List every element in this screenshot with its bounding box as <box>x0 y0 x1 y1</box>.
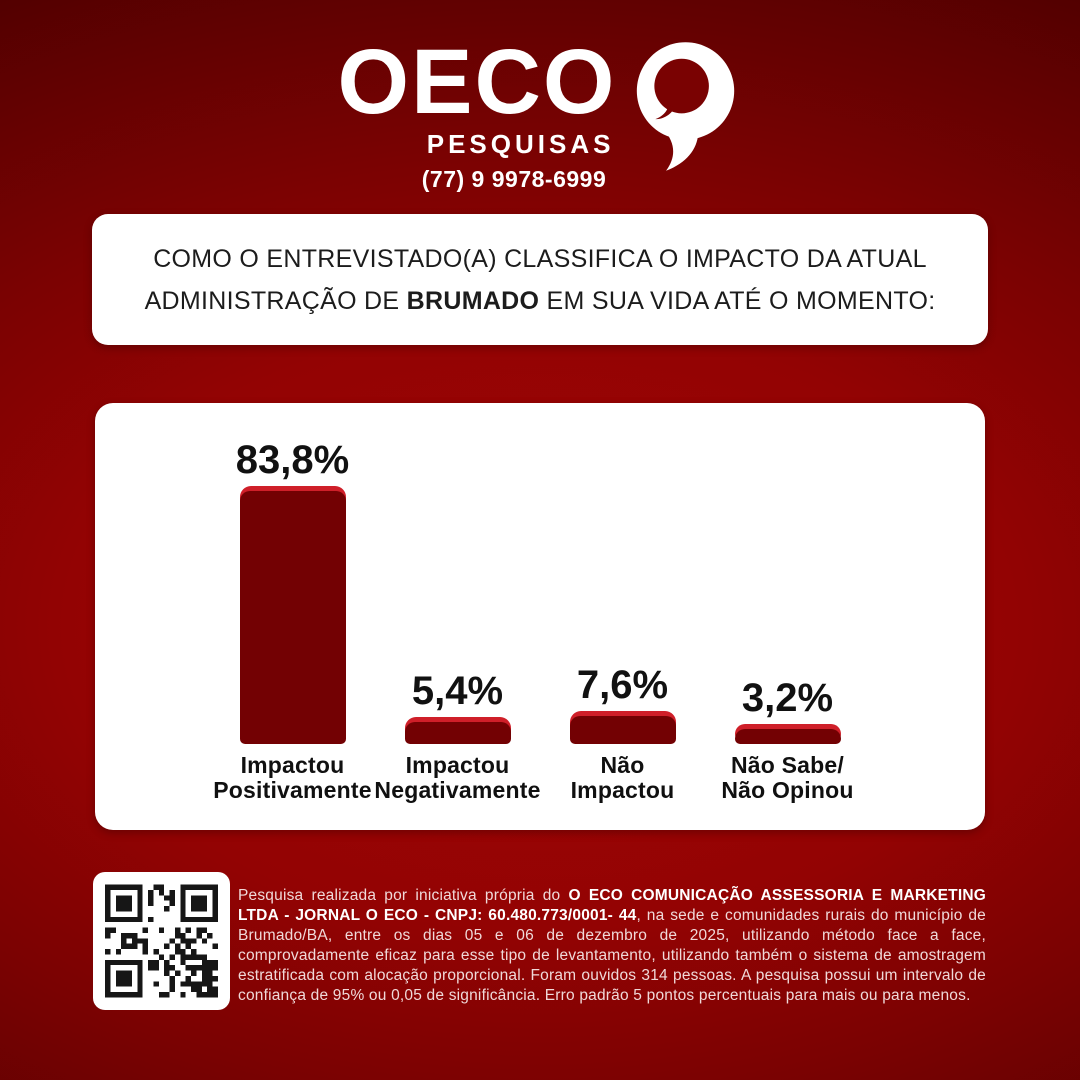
bar <box>569 711 676 744</box>
bar-label: Impactou Positivamente <box>213 752 372 803</box>
brand-name: OECO <box>337 31 617 133</box>
question-highlight: BRUMADO <box>406 286 540 315</box>
bar <box>734 724 841 744</box>
disclaimer-seg1: Pesquisa realizada por iniciativa própri… <box>238 887 569 904</box>
bar-label: Impactou Negativamente <box>374 752 541 803</box>
question-text: COMO O ENTREVISTADO(A) CLASSIFICA O IMPA… <box>145 238 936 322</box>
bar <box>239 486 346 744</box>
bar-label: Não Sabe/ Não Opinou <box>721 752 854 803</box>
brand-phone: (77) 9 9978-6999 <box>421 166 607 192</box>
bar-label: Não Impactou <box>570 752 675 803</box>
brand-logo: OECO PESQUISAS <box>0 36 1080 179</box>
footer-disclaimer: Pesquisa realizada por iniciativa própri… <box>238 886 986 1006</box>
disclaimer-bold: O ECO COMUNICAÇÃO ASSESSORIA E MARKETING… <box>238 887 986 924</box>
question-card: COMO O ENTREVISTADO(A) CLASSIFICA O IMPA… <box>92 214 988 345</box>
speech-bubble-icon <box>630 40 742 179</box>
disclaimer-seg2: , na sede e comunidades rurais do municí… <box>238 907 986 1004</box>
question-line2-post: EM SUA VIDA ATÉ O MOMENTO: <box>539 286 936 315</box>
bar-chart: 83,8% Impactou Positivamente 5,4% Impact… <box>95 403 985 830</box>
bar <box>404 717 511 744</box>
bar-value: 7,6% <box>576 663 669 707</box>
bar-value: 83,8% <box>235 438 350 482</box>
bar-column: 5,4% Impactou Negativamente <box>374 669 541 805</box>
bar-body <box>404 722 511 744</box>
brand-tagline: PESQUISAS <box>426 129 615 159</box>
bar-column: 3,2% Não Sabe/ Não Opinou <box>705 676 870 805</box>
qr-code <box>93 872 230 1010</box>
bar-body <box>734 729 841 744</box>
bar-body <box>239 491 346 744</box>
bar-column: 83,8% Impactou Positivamente <box>210 438 375 805</box>
bar-column: 7,6% Não Impactou <box>540 663 705 805</box>
bar-value: 5,4% <box>411 669 504 713</box>
question-line2-pre: ADMINISTRAÇÃO DE <box>144 286 407 315</box>
bar-value: 3,2% <box>741 676 834 720</box>
bar-body <box>569 716 676 744</box>
question-line1: COMO O ENTREVISTADO(A) CLASSIFICA O IMPA… <box>153 244 927 273</box>
